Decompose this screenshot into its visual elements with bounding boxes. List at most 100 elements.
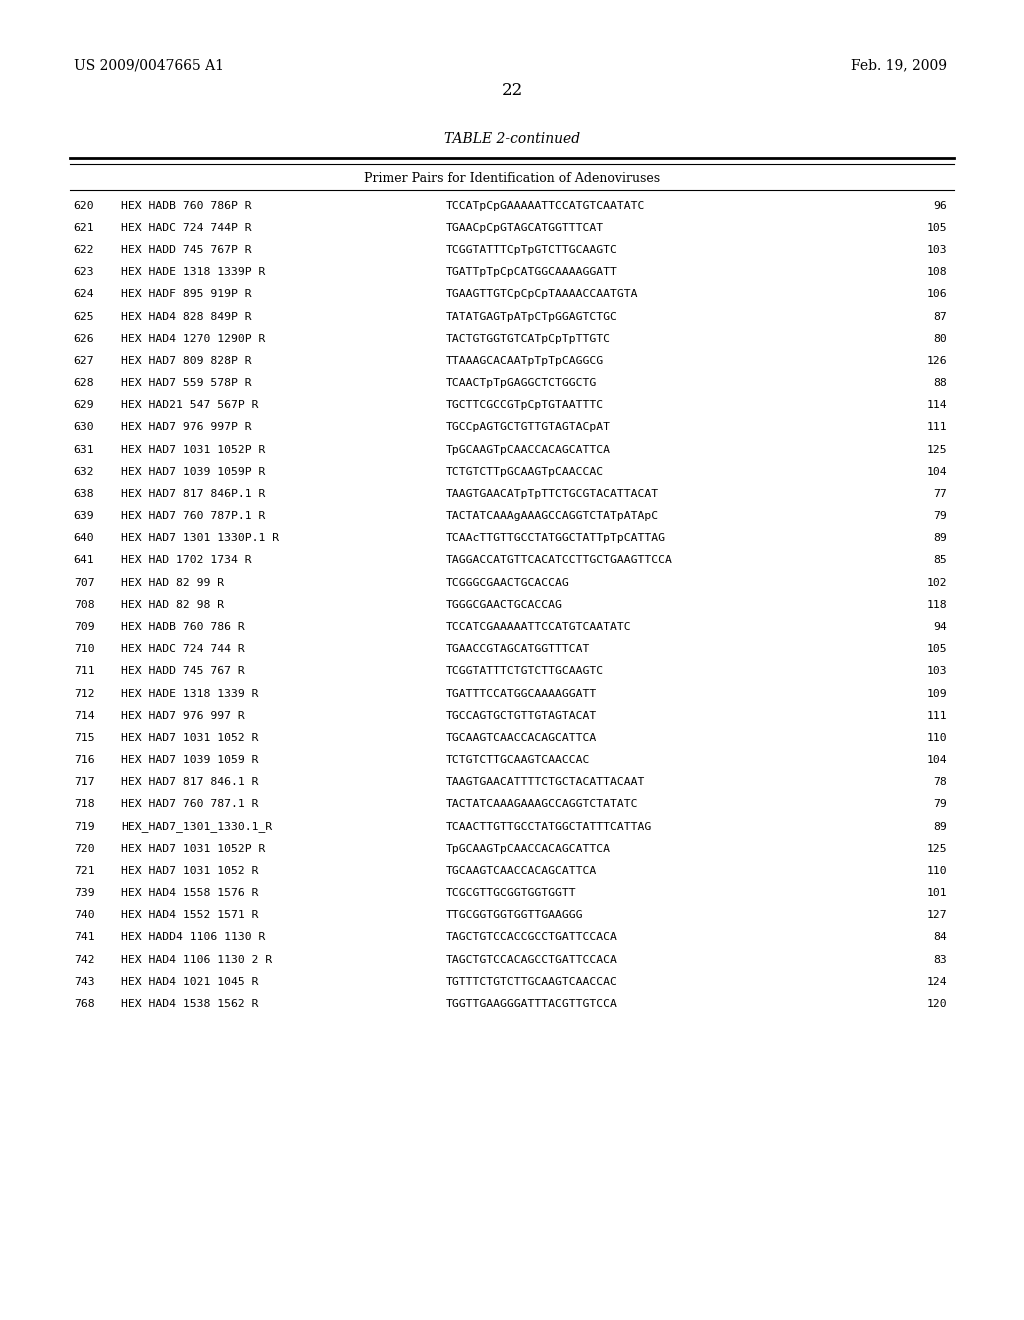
Text: HEX HADC 724 744 R: HEX HADC 724 744 R: [121, 644, 245, 655]
Text: HEX HAD7 817 846.1 R: HEX HAD7 817 846.1 R: [121, 777, 258, 787]
Text: 711: 711: [74, 667, 94, 676]
Text: HEX HAD7 809 828P R: HEX HAD7 809 828P R: [121, 356, 252, 366]
Text: HEX HAD7 1031 1052P R: HEX HAD7 1031 1052P R: [121, 445, 265, 454]
Text: HEX HAD7 1031 1052 R: HEX HAD7 1031 1052 R: [121, 866, 258, 876]
Text: 80: 80: [934, 334, 947, 343]
Text: TCGGTATTTCpTpGTCTTGCAAGTC: TCGGTATTTCpTpGTCTTGCAAGTC: [445, 246, 617, 255]
Text: 88: 88: [934, 378, 947, 388]
Text: HEX HAD4 1106 1130 2 R: HEX HAD4 1106 1130 2 R: [121, 954, 272, 965]
Text: 626: 626: [74, 334, 94, 343]
Text: 105: 105: [927, 223, 947, 232]
Text: 640: 640: [74, 533, 94, 544]
Text: 740: 740: [74, 911, 94, 920]
Text: TCAACTTGTTGCCTATGGCTATTTCATTAG: TCAACTTGTTGCCTATGGCTATTTCATTAG: [445, 821, 651, 832]
Text: 89: 89: [934, 821, 947, 832]
Text: 631: 631: [74, 445, 94, 454]
Text: HEX HADC 724 744P R: HEX HADC 724 744P R: [121, 223, 252, 232]
Text: 628: 628: [74, 378, 94, 388]
Text: HEX HAD7 976 997P R: HEX HAD7 976 997P R: [121, 422, 252, 433]
Text: 110: 110: [927, 733, 947, 743]
Text: 714: 714: [74, 710, 94, 721]
Text: TAGCTGTCCACAGCCTGATTCCACA: TAGCTGTCCACAGCCTGATTCCACA: [445, 954, 617, 965]
Text: 632: 632: [74, 467, 94, 477]
Text: HEX HADB 760 786 R: HEX HADB 760 786 R: [121, 622, 245, 632]
Text: 624: 624: [74, 289, 94, 300]
Text: 124: 124: [927, 977, 947, 987]
Text: 84: 84: [934, 932, 947, 942]
Text: TCCATCGAAAAATTCCATGTCAATATC: TCCATCGAAAAATTCCATGTCAATATC: [445, 622, 631, 632]
Text: Primer Pairs for Identification of Adenoviruses: Primer Pairs for Identification of Adeno…: [364, 172, 660, 185]
Text: 709: 709: [74, 622, 94, 632]
Text: 87: 87: [934, 312, 947, 322]
Text: 638: 638: [74, 488, 94, 499]
Text: HEX HAD 1702 1734 R: HEX HAD 1702 1734 R: [121, 556, 252, 565]
Text: 716: 716: [74, 755, 94, 766]
Text: 712: 712: [74, 689, 94, 698]
Text: 768: 768: [74, 999, 94, 1008]
Text: TATATGAGTpATpCTpGGAGTCTGC: TATATGAGTpATpCTpGGAGTCTGC: [445, 312, 617, 322]
Text: 622: 622: [74, 246, 94, 255]
Text: 83: 83: [934, 954, 947, 965]
Text: 85: 85: [934, 556, 947, 565]
Text: 720: 720: [74, 843, 94, 854]
Text: 110: 110: [927, 866, 947, 876]
Text: TCTGTCTTGCAAGTCAACCAC: TCTGTCTTGCAAGTCAACCAC: [445, 755, 590, 766]
Text: HEX HAD7 760 787P.1 R: HEX HAD7 760 787P.1 R: [121, 511, 265, 521]
Text: TGAACpCpGTAGCATGGTTTCAT: TGAACpCpGTAGCATGGTTTCAT: [445, 223, 603, 232]
Text: HEX HAD7 559 578P R: HEX HAD7 559 578P R: [121, 378, 252, 388]
Text: 79: 79: [934, 800, 947, 809]
Text: TGCCAGTGCTGTTGTAGTACAT: TGCCAGTGCTGTTGTAGTACAT: [445, 710, 597, 721]
Text: 106: 106: [927, 289, 947, 300]
Text: 111: 111: [927, 710, 947, 721]
Text: TABLE 2-continued: TABLE 2-continued: [444, 132, 580, 147]
Text: 111: 111: [927, 422, 947, 433]
Text: TGCAAGTCAACCACAGCATTCA: TGCAAGTCAACCACAGCATTCA: [445, 733, 597, 743]
Text: HEX HADB 760 786P R: HEX HADB 760 786P R: [121, 201, 252, 211]
Text: HEX HADD 745 767 R: HEX HADD 745 767 R: [121, 667, 245, 676]
Text: 103: 103: [927, 667, 947, 676]
Text: 630: 630: [74, 422, 94, 433]
Text: Feb. 19, 2009: Feb. 19, 2009: [851, 58, 947, 73]
Text: 721: 721: [74, 866, 94, 876]
Text: HEX HAD7 1301 1330P.1 R: HEX HAD7 1301 1330P.1 R: [121, 533, 279, 544]
Text: 77: 77: [934, 488, 947, 499]
Text: 620: 620: [74, 201, 94, 211]
Text: HEX HADD 745 767P R: HEX HADD 745 767P R: [121, 246, 252, 255]
Text: HEX HAD7 1031 1052P R: HEX HAD7 1031 1052P R: [121, 843, 265, 854]
Text: 742: 742: [74, 954, 94, 965]
Text: HEX HAD 82 98 R: HEX HAD 82 98 R: [121, 599, 224, 610]
Text: TCAAcTTGTTGCCTATGGCTATTpTpCATTAG: TCAAcTTGTTGCCTATGGCTATTpTpCATTAG: [445, 533, 666, 544]
Text: TGGGCGAACTGCACCAG: TGGGCGAACTGCACCAG: [445, 599, 562, 610]
Text: 102: 102: [927, 578, 947, 587]
Text: TGCAAGTCAACCACAGCATTCA: TGCAAGTCAACCACAGCATTCA: [445, 866, 597, 876]
Text: TTGCGGTGGTGGTTGAAGGG: TTGCGGTGGTGGTTGAAGGG: [445, 911, 583, 920]
Text: TCGCGTTGCGGTGGTGGTT: TCGCGTTGCGGTGGTGGTT: [445, 888, 577, 898]
Text: 125: 125: [927, 445, 947, 454]
Text: HEX HAD4 1552 1571 R: HEX HAD4 1552 1571 R: [121, 911, 258, 920]
Text: US 2009/0047665 A1: US 2009/0047665 A1: [74, 58, 223, 73]
Text: 621: 621: [74, 223, 94, 232]
Text: 118: 118: [927, 599, 947, 610]
Text: TGCTTCGCCGTpCpTGTAATTTC: TGCTTCGCCGTpCpTGTAATTTC: [445, 400, 603, 411]
Text: TCCATpCpGAAAAATTCCATGTCAATATC: TCCATpCpGAAAAATTCCATGTCAATATC: [445, 201, 645, 211]
Text: HEX HAD4 828 849P R: HEX HAD4 828 849P R: [121, 312, 252, 322]
Text: HEX HAD7 1039 1059P R: HEX HAD7 1039 1059P R: [121, 467, 265, 477]
Text: 104: 104: [927, 467, 947, 477]
Text: 109: 109: [927, 689, 947, 698]
Text: 741: 741: [74, 932, 94, 942]
Text: 104: 104: [927, 755, 947, 766]
Text: 108: 108: [927, 267, 947, 277]
Text: HEX HADF 895 919P R: HEX HADF 895 919P R: [121, 289, 252, 300]
Text: TAAGTGAACATTTTCTGCTACATTACAAT: TAAGTGAACATTTTCTGCTACATTACAAT: [445, 777, 645, 787]
Text: 708: 708: [74, 599, 94, 610]
Text: TGAAGTTGTCpCpCpTAAAACCAATGTA: TGAAGTTGTCpCpCpTAAAACCAATGTA: [445, 289, 638, 300]
Text: 120: 120: [927, 999, 947, 1008]
Text: HEX HAD7 760 787.1 R: HEX HAD7 760 787.1 R: [121, 800, 258, 809]
Text: HEX HADE 1318 1339P R: HEX HADE 1318 1339P R: [121, 267, 265, 277]
Text: TAAGTGAACATpTpTTCTGCGTACATTACAT: TAAGTGAACATpTpTTCTGCGTACATTACAT: [445, 488, 658, 499]
Text: TGTTTCTGTCTTGCAAGTCAACCAC: TGTTTCTGTCTTGCAAGTCAACCAC: [445, 977, 617, 987]
Text: 739: 739: [74, 888, 94, 898]
Text: TGATTTCCATGGCAAAAGGATT: TGATTTCCATGGCAAAAGGATT: [445, 689, 597, 698]
Text: TACTATCAAAGAAAGCCAGGTCTATATC: TACTATCAAAGAAAGCCAGGTCTATATC: [445, 800, 638, 809]
Text: TAGGACCATGTTCACATCCTTGCTGAAGTTCCA: TAGGACCATGTTCACATCCTTGCTGAAGTTCCA: [445, 556, 673, 565]
